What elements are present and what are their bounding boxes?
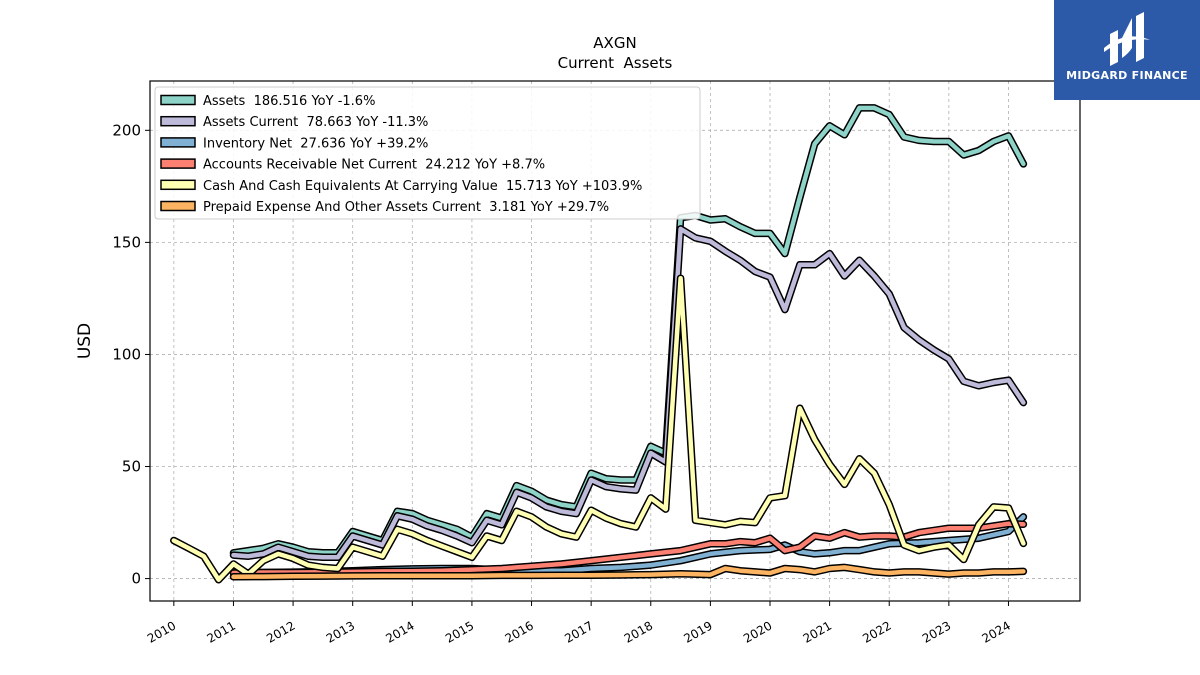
x-tick-label: 2014 [383, 618, 416, 645]
y-tick-label: 50 [122, 458, 141, 476]
x-tick-label: 2015 [443, 618, 476, 645]
legend-label: Accounts Receivable Net Current 24.212 Y… [203, 158, 545, 173]
x-tick-label: 2017 [562, 618, 595, 645]
chart-title: AXGN [593, 34, 636, 52]
y-axis-label: USD [75, 323, 95, 359]
series-line [231, 226, 1026, 560]
legend-swatch [160, 200, 196, 212]
x-tick-label: 2021 [801, 618, 834, 645]
chart-subtitle: Current Assets [558, 54, 673, 72]
x-tick-label: 2013 [324, 618, 357, 645]
x-tick-label: 2010 [145, 618, 178, 645]
series-line [171, 275, 1026, 582]
y-tick-label: 100 [112, 345, 141, 363]
series-line [231, 105, 1026, 556]
legend-swatch [160, 94, 196, 106]
series-line [231, 565, 1026, 580]
x-tick-label: 2016 [503, 618, 536, 645]
legend-label: Inventory Net 27.636 YoY +39.2% [203, 136, 428, 151]
legend-label: Assets 186.516 YoY -1.6% [203, 94, 375, 109]
series-outline [229, 225, 1028, 562]
x-tick-label: 2022 [860, 618, 893, 645]
x-tick-label: 2019 [681, 618, 714, 645]
x-tick-label: 2012 [264, 618, 297, 645]
midgard-finance-logo: MIDGARD FINANCE [1054, 0, 1200, 100]
plot-frame [149, 80, 1081, 602]
legend: Assets 186.516 YoY -1.6% Assets Current 7… [154, 86, 701, 220]
x-tick-label: 2023 [920, 618, 953, 645]
logo-mark-icon [1104, 12, 1150, 66]
y-tick-label: 200 [112, 121, 141, 139]
legend-label: Assets Current 78.663 YoY -11.3% [203, 115, 428, 130]
legend-swatch [160, 158, 196, 169]
legend-swatch [160, 137, 196, 148]
legend-frame [154, 86, 701, 220]
y-tick-label: 150 [112, 233, 141, 251]
legend-label: Prepaid Expense And Other Assets Current… [203, 200, 609, 215]
x-tick-label: 2020 [741, 618, 774, 645]
x-tick-label: 2018 [622, 618, 655, 645]
series-lines [170, 104, 1028, 584]
legend-swatch [160, 179, 196, 191]
x-tick-label: 2024 [980, 618, 1013, 645]
legend-swatch [160, 115, 196, 127]
legend-label: Cash And Cash Equivalents At Carrying Va… [203, 179, 642, 194]
y-tick-label: 0 [131, 570, 141, 588]
logo-text: MIDGARD FINANCE [1066, 69, 1188, 82]
x-tick-label: 2011 [205, 618, 238, 645]
series-line [231, 521, 1026, 576]
